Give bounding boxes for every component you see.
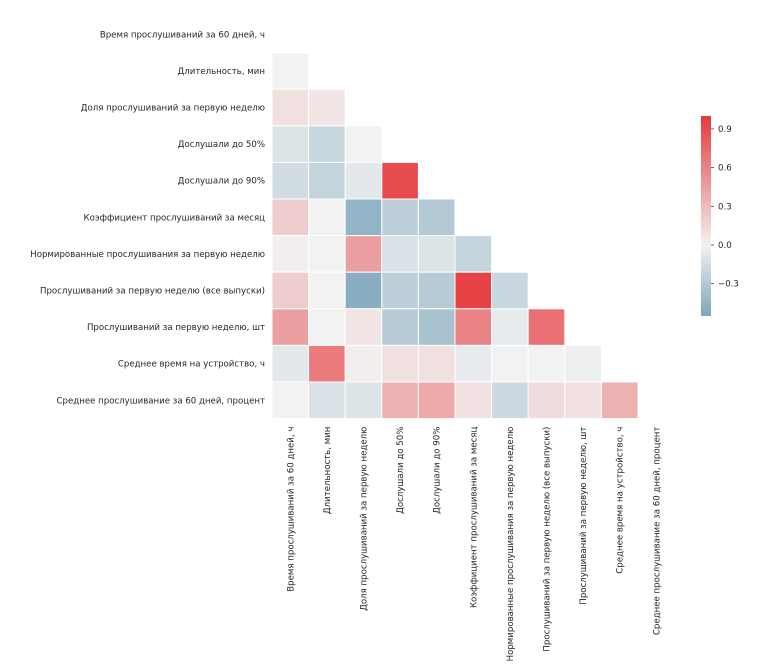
colorbar-tick-label: 0.0	[718, 241, 732, 251]
heatmap-cell	[417, 308, 456, 346]
heatmap-cell	[308, 271, 346, 310]
heatmap-cell	[344, 381, 383, 420]
heatmap-cell	[271, 125, 310, 163]
x-tick-label: Прослушиваний за первую неделю, шт	[579, 427, 589, 605]
heatmap-cell	[454, 381, 493, 420]
x-tick-label: Длительность, мин	[323, 427, 333, 514]
heatmap-cell	[417, 381, 456, 420]
colorbar-ticks: 0.9 0.6 0.3 0.0 −0.3	[711, 125, 739, 290]
heatmap-cells	[271, 52, 639, 420]
heatmap-cell	[381, 161, 419, 200]
x-tick-label: Среднее время на устройство, ч	[616, 427, 626, 574]
heatmap-cell	[271, 88, 310, 127]
heatmap-cell	[271, 308, 310, 346]
heatmap-cell	[417, 198, 456, 237]
x-tick-label: Дослушали до 90%	[433, 427, 443, 514]
y-tick-label: Коэффициент прослушиваний за месяц	[84, 213, 266, 223]
x-tick-label: Доля прослушиваний за первую неделю	[360, 427, 370, 611]
heatmap-cell	[381, 344, 419, 383]
y-tick-label: Дослушали до 90%	[178, 177, 265, 187]
heatmap-cell	[417, 235, 456, 273]
colorbar-tick-label: −0.3	[718, 280, 739, 290]
heatmap-cell	[454, 271, 493, 310]
y-tick-label: Среднее прослушивание за 60 дней, процен…	[57, 396, 265, 406]
heatmap-cell	[381, 235, 419, 273]
x-tick-label: Дослушали до 50%	[396, 427, 406, 514]
x-tick-labels: Время прослушиваний за 60 дней, ч Длитель…	[286, 426, 662, 661]
heatmap-cell	[344, 271, 383, 310]
heatmap-cell	[564, 344, 602, 383]
heatmap-cell	[491, 308, 529, 346]
heatmap-cell	[527, 308, 566, 346]
heatmap-cell	[527, 344, 566, 383]
colorbar: 0.9 0.6 0.3 0.0 −0.3	[701, 116, 739, 316]
heatmap-cell	[491, 271, 529, 310]
x-tick-label: Нормированные прослушивания за первую не…	[506, 427, 516, 662]
colorbar-tick-label: 0.9	[718, 125, 732, 135]
heatmap-cell	[308, 308, 346, 346]
y-tick-label: Среднее время на устройство, ч	[118, 360, 265, 370]
heatmap-cell	[271, 161, 310, 200]
y-tick-label: Дослушали до 50%	[178, 140, 265, 150]
heatmap-cell	[271, 52, 310, 90]
heatmap-cell	[454, 235, 493, 273]
y-tick-label: Прослушиваний за первую неделю (все выпу…	[40, 287, 265, 297]
colorbar-gradient	[701, 116, 711, 316]
heatmap-cell	[271, 235, 310, 273]
heatmap-cell	[381, 271, 419, 310]
x-tick-label: Коэффициент прослушиваний за месяц	[469, 426, 479, 608]
heatmap-cell	[344, 344, 383, 383]
heatmap-cell	[271, 344, 310, 383]
heatmap-cell	[344, 308, 383, 346]
x-tick-label: Среднее прослушивание за 60 дней, процен…	[652, 427, 662, 635]
heatmap-cell	[417, 271, 456, 310]
y-tick-label: Прослушиваний за первую неделю, шт	[87, 323, 265, 333]
heatmap-cell	[344, 198, 383, 237]
heatmap-cell	[417, 344, 456, 383]
x-tick-label: Время прослушиваний за 60 дней, ч	[286, 427, 296, 592]
heatmap-cell	[491, 381, 529, 420]
heatmap-cell	[454, 344, 493, 383]
heatmap-cell	[308, 381, 346, 420]
heatmap-cell	[344, 235, 383, 273]
y-tick-labels: Время прослушиваний за 60 дней, ч Длитель…	[30, 30, 265, 406]
heatmap-cell	[308, 125, 346, 163]
heatmap-cell	[308, 198, 346, 237]
y-tick-label: Время прослушиваний за 60 дней, ч	[100, 30, 265, 40]
colorbar-tick-label: 0.6	[718, 164, 732, 174]
heatmap-cell	[344, 161, 383, 200]
heatmap-cell	[491, 344, 529, 383]
y-tick-label: Нормированные прослушивания за первую не…	[30, 250, 265, 260]
heatmap-cell	[600, 381, 639, 420]
heatmap-cell	[271, 198, 310, 237]
heatmap-cell	[527, 381, 566, 420]
heatmap-cell	[344, 125, 383, 163]
y-tick-label: Длительность, мин	[178, 67, 265, 77]
heatmap-cell	[271, 381, 310, 420]
x-tick-label: Прослушиваний за первую неделю (все выпу…	[543, 427, 553, 652]
heatmap-cell	[381, 308, 419, 346]
heatmap-cell	[271, 271, 310, 310]
heatmap-cell	[308, 235, 346, 273]
heatmap-cell	[308, 344, 346, 383]
heatmap-cell	[308, 161, 346, 200]
heatmap-cell	[381, 198, 419, 237]
heatmap-cell	[564, 381, 602, 420]
heatmap-cell	[381, 381, 419, 420]
heatmap-cell	[308, 88, 346, 127]
colorbar-tick-label: 0.3	[718, 202, 732, 212]
y-tick-label: Доля прослушиваний за первую неделю	[81, 104, 265, 114]
heatmap-cell	[454, 308, 493, 346]
